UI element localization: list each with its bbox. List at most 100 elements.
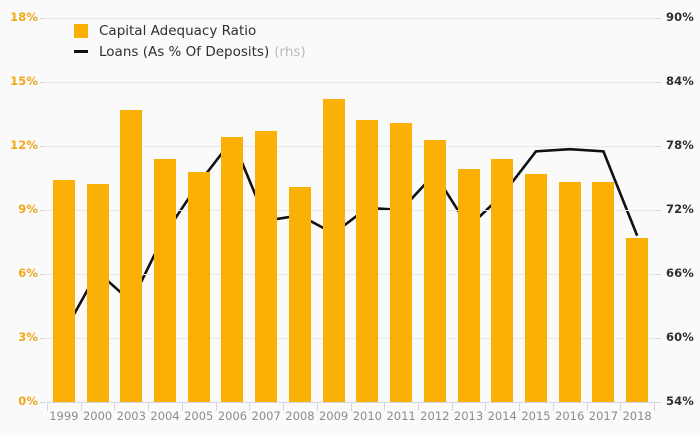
y-axis-left-tick-label: 6% xyxy=(18,266,38,280)
y-axis-left-tick-label: 12% xyxy=(10,138,38,152)
x-axis-tick-label-2016: 2016 xyxy=(555,409,585,423)
x-axis-tick-mark xyxy=(350,402,352,411)
x-axis-tick-label-2007: 2007 xyxy=(251,409,281,423)
x-axis-tick-mark xyxy=(552,402,554,411)
x-axis-tick-mark xyxy=(654,402,655,411)
legend-swatch-icon xyxy=(74,23,88,38)
x-axis-tick-mark xyxy=(47,402,48,411)
y-axis-tick-mark xyxy=(40,210,46,211)
x-axis-tick-label-2006: 2006 xyxy=(217,409,248,423)
y-axis-right-tick-label: 90% xyxy=(666,10,694,24)
bar-2009[interactable] xyxy=(322,99,345,402)
x-axis-tick-label-1999: 1999 xyxy=(49,409,79,423)
legend-line-icon xyxy=(74,50,88,53)
bar-2017[interactable] xyxy=(592,182,615,402)
y-axis-left-tick-label: 0% xyxy=(18,394,38,408)
x-axis-tick-mark xyxy=(148,402,150,411)
bar-2013[interactable] xyxy=(457,169,480,402)
y-axis-tick-mark xyxy=(655,338,661,339)
y-axis-tick-mark xyxy=(40,146,46,147)
y-axis-right-tick-label: 78% xyxy=(666,138,694,152)
chart-legend: Capital Adequacy Ratio Loans (As % Of De… xyxy=(74,20,306,62)
x-axis-tick-label-2017: 2017 xyxy=(588,409,619,423)
bar-2008[interactable] xyxy=(288,186,311,402)
bar-2007[interactable] xyxy=(255,131,278,402)
bar-2014[interactable] xyxy=(491,158,514,402)
bar-2011[interactable] xyxy=(390,122,413,402)
bar-1999[interactable] xyxy=(52,180,75,402)
x-axis-tick-label-2008: 2008 xyxy=(285,409,315,423)
x-axis-tick-mark xyxy=(283,402,285,411)
y-axis-tick-mark xyxy=(655,146,661,147)
x-axis-tick-label-2013: 2013 xyxy=(453,409,484,423)
bar-2012[interactable] xyxy=(423,139,446,402)
bar-2003[interactable] xyxy=(120,109,143,402)
x-axis-tick-mark xyxy=(417,402,419,411)
gridline xyxy=(47,146,654,147)
x-axis-tick-label-2009: 2009 xyxy=(318,409,349,423)
gridline xyxy=(47,82,654,83)
x-axis-tick-mark xyxy=(316,402,318,411)
x-axis-tick-label-2003: 2003 xyxy=(116,409,146,423)
x-axis-tick-mark xyxy=(620,402,622,411)
y-axis-left-tick-label: 15% xyxy=(10,74,38,88)
y-axis-right-tick-label: 72% xyxy=(666,202,694,216)
y-axis-left-tick-label: 3% xyxy=(18,330,38,344)
x-axis-tick-label-2005: 2005 xyxy=(184,409,214,423)
y-axis-tick-mark xyxy=(655,82,661,83)
x-axis-tick-label-2018: 2018 xyxy=(622,409,652,423)
y-axis-tick-mark xyxy=(655,18,661,19)
bar-2006[interactable] xyxy=(221,137,244,402)
x-axis-tick-mark xyxy=(451,402,453,411)
y-axis-tick-mark xyxy=(40,18,46,19)
bar-2015[interactable] xyxy=(524,173,547,402)
x-axis-tick-mark xyxy=(384,402,386,411)
y-axis-right-tick-label: 66% xyxy=(666,266,694,280)
bar-2010[interactable] xyxy=(356,120,379,402)
plot-area xyxy=(47,18,654,403)
gridline xyxy=(47,274,654,275)
bar-2016[interactable] xyxy=(558,182,581,402)
gridline xyxy=(47,18,654,19)
y-axis-tick-mark xyxy=(655,210,661,211)
x-axis-tick-mark xyxy=(114,402,116,411)
y-axis-right-tick-label: 60% xyxy=(666,330,694,344)
y-axis-right-tick-label: 54% xyxy=(666,394,694,408)
y-axis-right-tick-label: 84% xyxy=(666,74,694,88)
y-axis-tick-mark xyxy=(655,402,661,403)
x-axis-tick-label-2011: 2011 xyxy=(386,409,416,423)
legend-label-capital-adequacy-ratio: Capital Adequacy Ratio xyxy=(99,22,257,39)
x-axis-tick-label-2015: 2015 xyxy=(521,409,551,423)
x-axis-tick-mark xyxy=(80,402,82,411)
bar-2000[interactable] xyxy=(86,184,109,402)
bar-2005[interactable] xyxy=(187,171,210,402)
legend-item-capital-adequacy-ratio[interactable]: Capital Adequacy Ratio xyxy=(74,20,306,41)
gridline xyxy=(47,210,654,211)
x-axis-tick-label-2014: 2014 xyxy=(487,409,517,423)
legend-axis-note: (rhs) xyxy=(274,43,306,60)
y-axis-tick-mark xyxy=(655,274,661,275)
bar-2004[interactable] xyxy=(154,158,177,402)
x-axis-tick-label-2012: 2012 xyxy=(420,409,450,423)
x-axis-tick-mark xyxy=(215,402,217,411)
legend-label-loans-as-pct-of-deposits: Loans (As % Of Deposits) xyxy=(99,43,270,60)
gridline xyxy=(47,338,654,339)
y-axis-tick-mark xyxy=(40,338,46,339)
y-axis-left-tick-label: 18% xyxy=(10,10,38,24)
x-axis-tick-mark xyxy=(586,402,588,411)
x-axis-tick-mark xyxy=(249,402,251,411)
x-axis-tick-mark xyxy=(181,402,183,411)
x-axis-tick-label-2000: 2000 xyxy=(82,409,113,423)
y-axis-tick-mark xyxy=(40,402,46,403)
y-axis-tick-mark xyxy=(40,274,46,275)
y-axis-left-tick-label: 9% xyxy=(18,202,38,216)
x-axis-tick-mark xyxy=(485,402,487,411)
loans-line-path xyxy=(62,137,639,334)
legend-item-loans-as-pct-of-deposits[interactable]: Loans (As % Of Deposits) (rhs) xyxy=(74,41,306,62)
y-axis-tick-mark xyxy=(40,82,46,83)
bar-2018[interactable] xyxy=(626,237,649,402)
x-axis-tick-label-2010: 2010 xyxy=(352,409,382,423)
x-axis-tick-mark xyxy=(519,402,521,411)
x-axis-tick-label-2004: 2004 xyxy=(150,409,180,423)
